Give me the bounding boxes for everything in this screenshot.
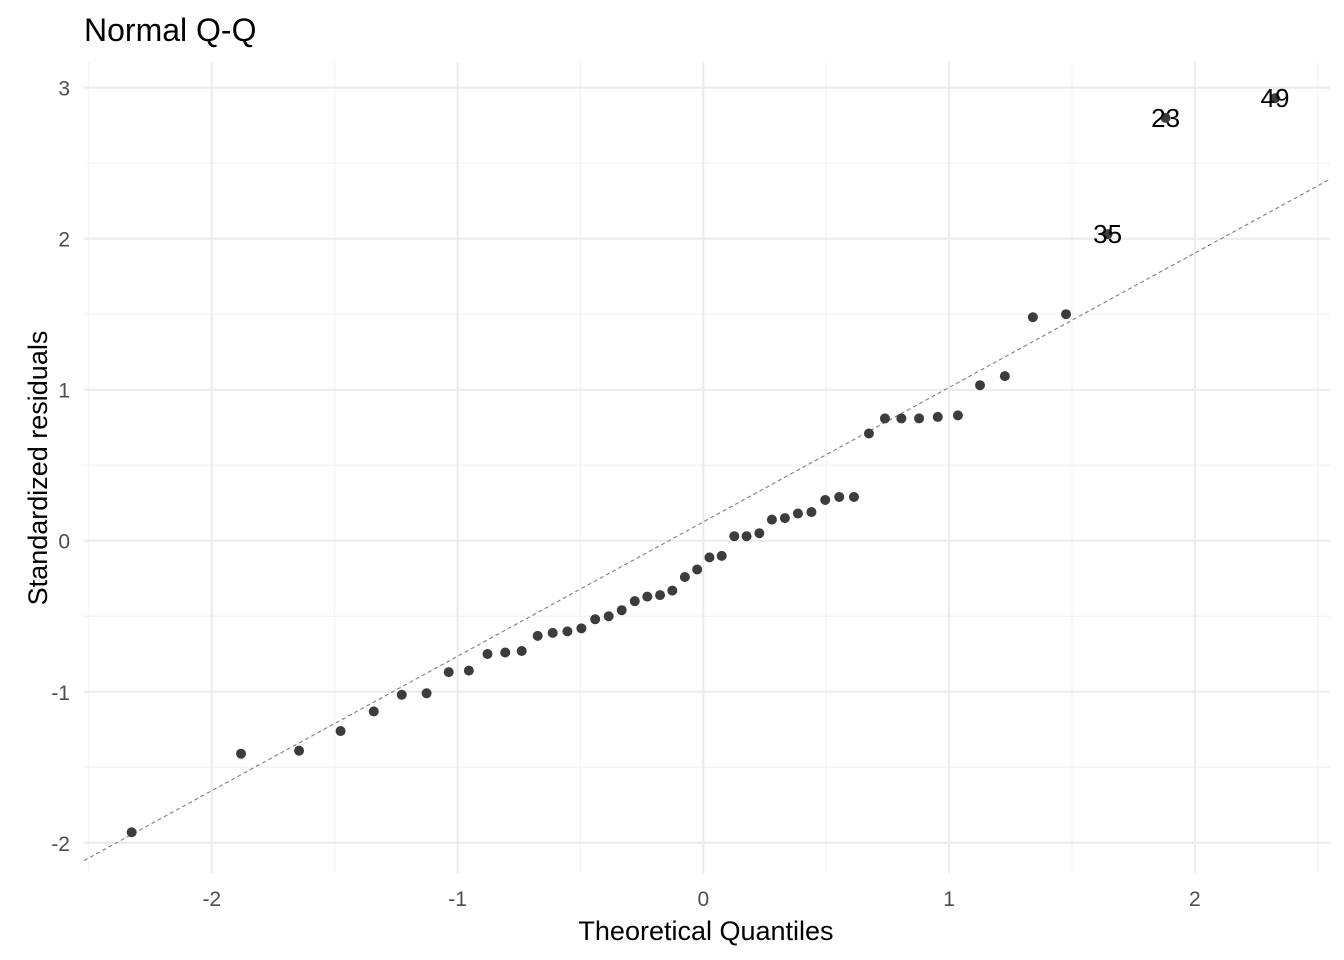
x-tick-label: -2 [202,888,221,911]
data-point [1269,93,1280,104]
minor-gridlines [84,62,1330,873]
data-point [896,413,907,424]
data-point [562,626,573,637]
data-point [1160,112,1171,123]
x-tick-label: 1 [943,888,955,911]
data-point [754,528,765,539]
point-labels: 35 23 49 [1093,83,1289,249]
data-point [952,410,963,421]
data-point [603,611,614,622]
data-point [532,630,543,641]
data-point [629,596,640,607]
data-point [704,552,715,563]
data-point [516,645,527,656]
x-axis-tick-labels: -2 -1 0 1 2 [202,888,1200,911]
data-point [642,591,653,602]
data-point [692,564,703,575]
y-axis-title: Standardized residuals [23,331,53,606]
data-point [576,623,587,634]
x-axis-title: Theoretical Quantiles [578,916,833,946]
data-point [616,605,627,616]
data-point [729,531,740,542]
reference-line [83,178,1331,862]
data-point [500,647,511,658]
data-point [848,491,859,502]
data-point [667,585,678,596]
data-point [236,748,247,759]
y-axis-tick-labels: -2 -1 0 1 2 3 [51,78,70,856]
data-point [396,689,407,700]
data-points [126,93,1280,838]
major-gridlines [84,62,1330,873]
data-point [716,550,727,561]
data-point [1102,229,1113,240]
data-point [975,380,986,391]
chart-title: Normal Q-Q [84,12,256,48]
data-point [679,571,690,582]
y-tick-label: -2 [51,833,70,856]
data-point [766,514,777,525]
y-tick-label: 1 [58,380,70,403]
data-point [820,494,831,505]
data-point [335,726,346,737]
data-point [999,371,1010,382]
data-point [879,413,890,424]
data-point [932,411,943,422]
y-tick-label: 3 [58,78,70,101]
data-point [590,614,601,625]
x-tick-label: -1 [448,888,467,911]
point-label: 49 [1260,83,1289,113]
x-tick-label: 0 [697,888,709,911]
y-tick-label: -1 [51,682,70,705]
data-point [655,590,666,601]
data-point [1061,309,1072,320]
data-point [806,507,817,518]
point-label: 35 [1093,219,1122,249]
data-point [547,627,558,638]
data-point [463,665,474,676]
data-point [421,688,432,699]
data-point [294,745,305,756]
data-point [863,428,874,439]
x-tick-label: 2 [1189,888,1201,911]
point-label: 23 [1151,103,1180,133]
data-point [779,513,790,524]
data-point [914,413,925,424]
data-point [443,667,454,678]
data-point [482,649,493,660]
data-point [741,531,752,542]
y-tick-label: 2 [58,229,70,252]
data-point [1027,312,1038,323]
data-point [834,491,845,502]
y-tick-label: 0 [58,531,70,554]
data-point [792,508,803,519]
data-point [126,827,137,838]
data-point [368,706,379,717]
